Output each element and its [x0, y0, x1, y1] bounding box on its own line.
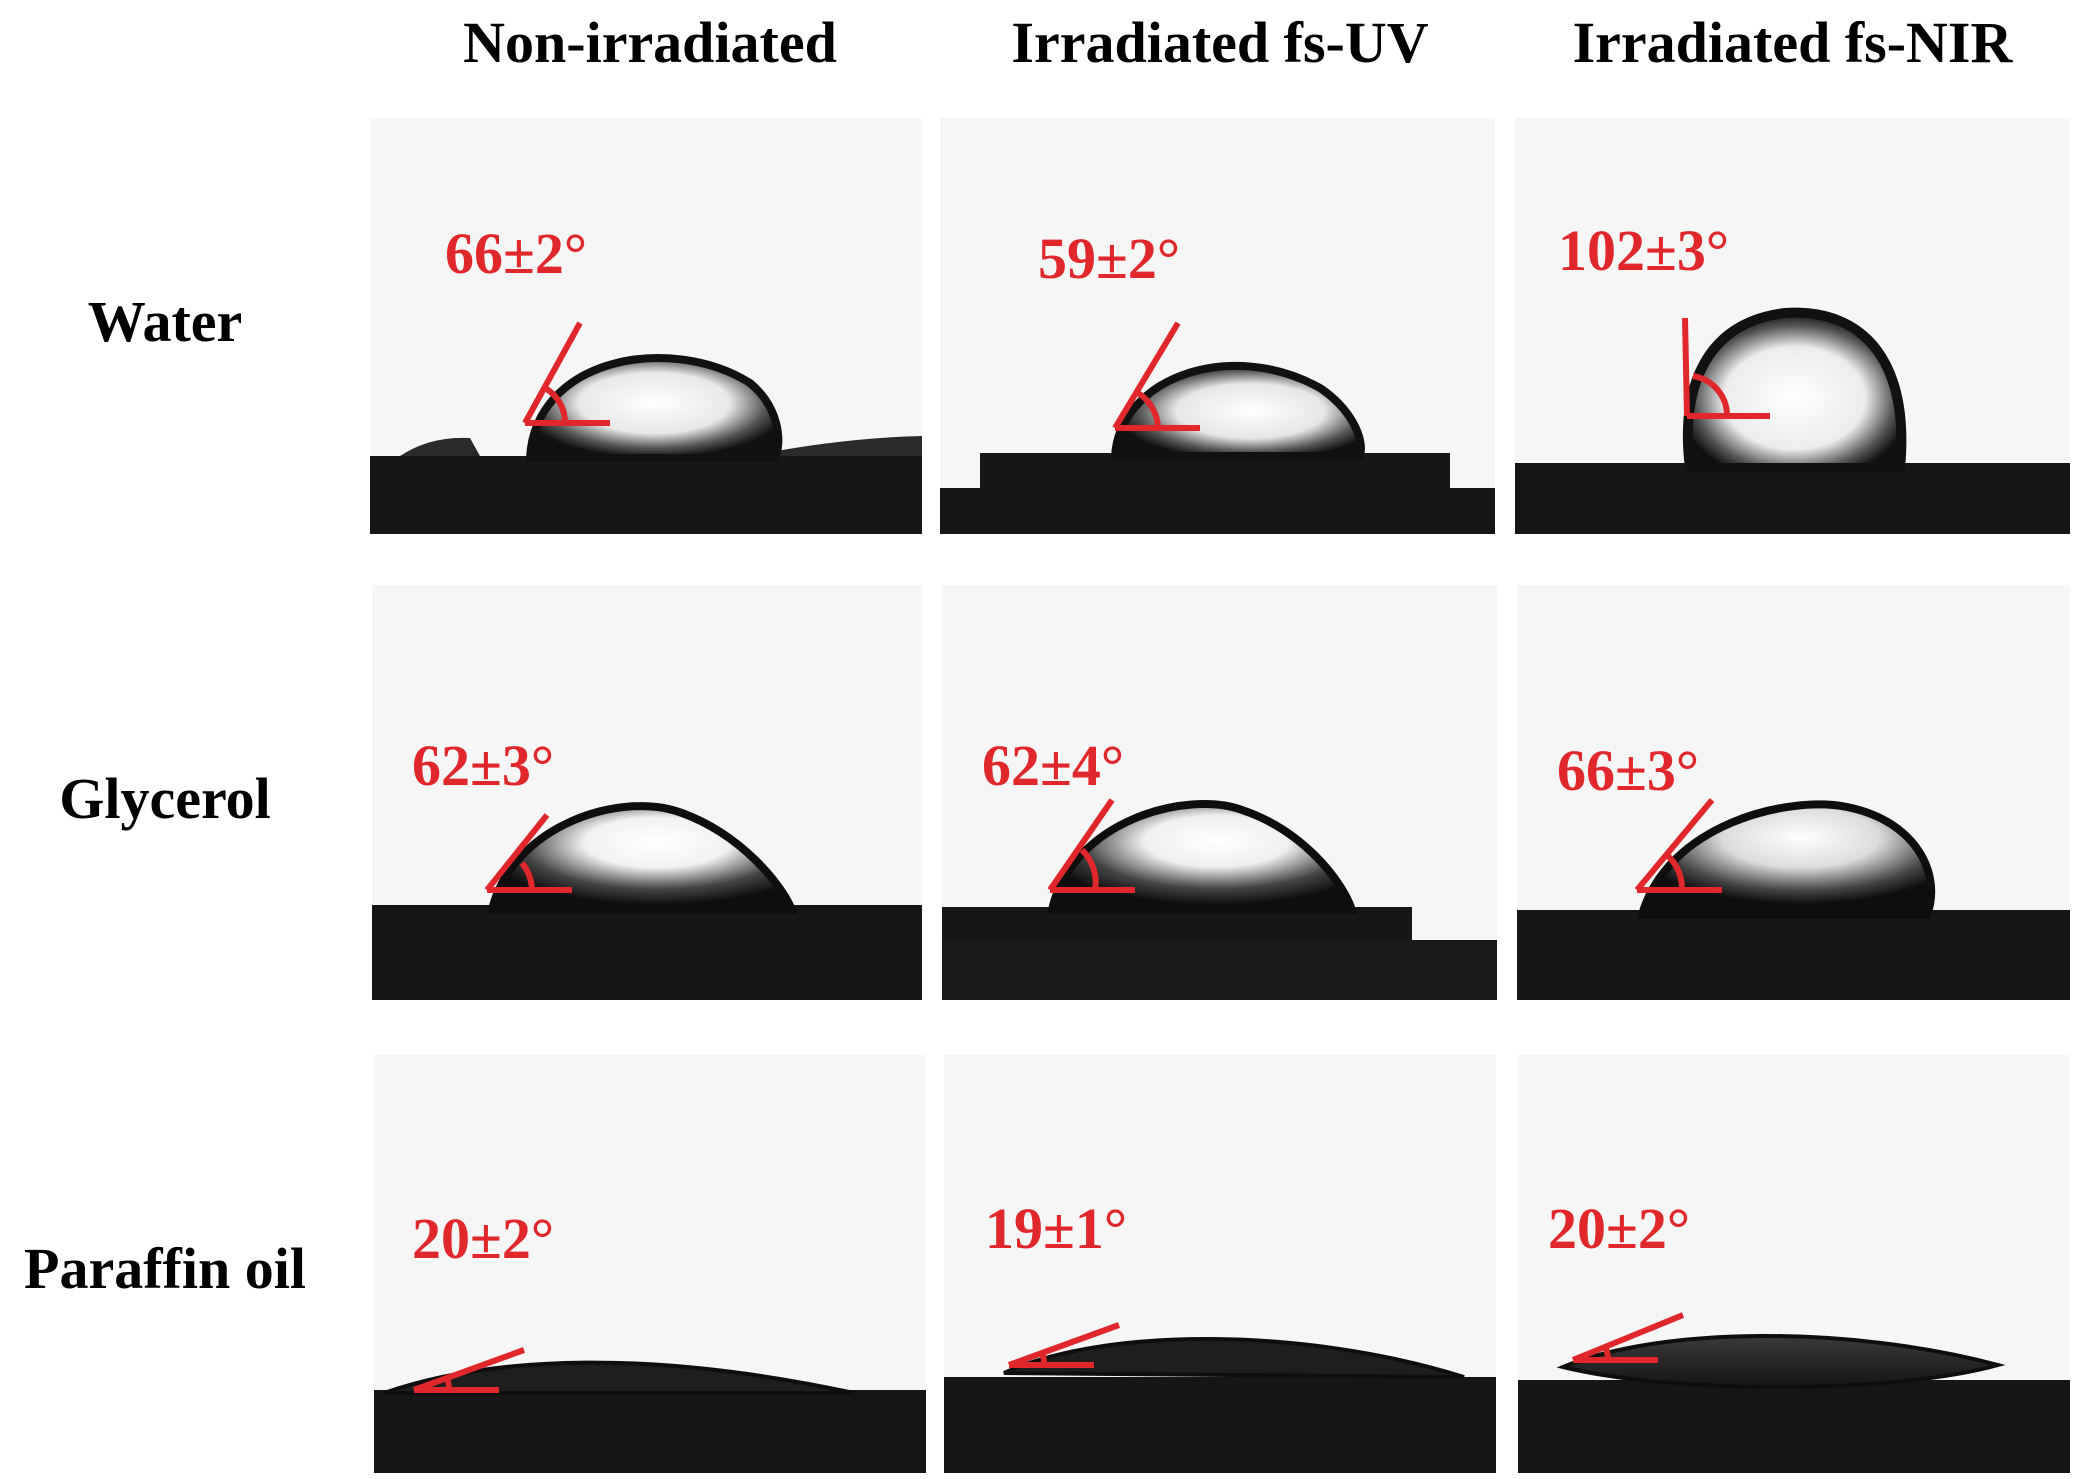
contact-angle-marker: [1571, 1312, 1685, 1363]
droplet-image-glycerol-fs-uv: [942, 585, 1497, 1000]
contact-angle-marker: [1112, 321, 1200, 431]
contact-angle-paraffin-oil-non-irradiated: 20±2°: [412, 1206, 555, 1271]
contact-angle-paraffin-oil-fs-nir: 20±2°: [1548, 1196, 1691, 1261]
column-header-fs-uv: Irradiated fs-UV: [1011, 10, 1429, 75]
row-label-glycerol: Glycerol: [59, 766, 271, 831]
contact-angle-paraffin-oil-fs-uv: 19±1°: [985, 1196, 1128, 1261]
contact-angle-water-non-irradiated: 66±2°: [445, 221, 588, 286]
contact-angle-marker: [1682, 317, 1770, 419]
droplet-image-paraffin-oil-non-irradiated: [374, 1055, 926, 1473]
droplet-image-water-non-irradiated: [370, 118, 922, 534]
contact-angle-glycerol-fs-nir: 66±3°: [1557, 738, 1700, 803]
contact-angle-glycerol-non-irradiated: 62±3°: [412, 733, 555, 798]
contact-angle-marker: [1047, 798, 1135, 893]
column-header-non-irradiated: Non-irradiated: [463, 10, 837, 75]
droplet-image-paraffin-oil-fs-nir: [1518, 1055, 2070, 1473]
droplet-image-paraffin-oil-fs-uv: [944, 1055, 1496, 1473]
contact-angle-marker: [522, 321, 610, 426]
droplet-image-water-fs-uv: [940, 118, 1495, 534]
contact-angle-marker: [1634, 798, 1722, 893]
row-label-paraffin-oil: Paraffin oil: [24, 1236, 306, 1301]
contact-angle-marker: [412, 1347, 526, 1393]
droplet-image-glycerol-non-irradiated: [372, 585, 922, 1000]
column-header-fs-nir: Irradiated fs-NIR: [1572, 10, 2013, 75]
droplet-image-water-fs-nir: [1515, 118, 2070, 534]
contact-angle-water-fs-nir: 102±3°: [1558, 218, 1730, 283]
contact-angle-marker: [1007, 1322, 1121, 1368]
contact-angle-water-fs-uv: 59±2°: [1038, 226, 1181, 291]
contact-angle-glycerol-fs-uv: 62±4°: [982, 733, 1125, 798]
droplet-image-glycerol-fs-nir: [1517, 585, 2070, 1000]
row-label-water: Water: [87, 289, 243, 354]
contact-angle-marker: [484, 813, 572, 893]
